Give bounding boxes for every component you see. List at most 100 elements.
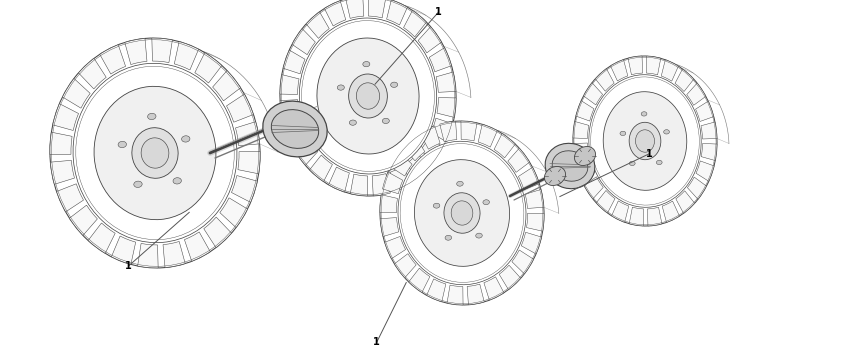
Ellipse shape: [391, 82, 398, 87]
Polygon shape: [394, 254, 416, 278]
Ellipse shape: [451, 201, 473, 225]
Polygon shape: [404, 137, 424, 161]
Ellipse shape: [349, 74, 387, 118]
Polygon shape: [573, 143, 589, 160]
Ellipse shape: [414, 160, 510, 266]
Ellipse shape: [544, 166, 566, 186]
Polygon shape: [380, 195, 398, 213]
Ellipse shape: [664, 130, 669, 134]
Polygon shape: [125, 39, 147, 65]
Ellipse shape: [589, 75, 701, 207]
Polygon shape: [427, 279, 446, 302]
Polygon shape: [483, 277, 504, 300]
Ellipse shape: [433, 203, 440, 208]
Ellipse shape: [132, 128, 178, 178]
Polygon shape: [478, 124, 497, 147]
Ellipse shape: [483, 200, 490, 205]
Polygon shape: [409, 268, 430, 292]
Ellipse shape: [134, 181, 142, 187]
Polygon shape: [429, 48, 451, 72]
Ellipse shape: [272, 110, 319, 148]
Polygon shape: [220, 198, 247, 227]
Polygon shape: [421, 137, 444, 163]
Polygon shape: [595, 69, 615, 91]
Ellipse shape: [476, 233, 483, 238]
Ellipse shape: [545, 143, 595, 189]
Polygon shape: [420, 126, 440, 149]
Polygon shape: [184, 232, 210, 261]
Polygon shape: [292, 29, 315, 55]
Polygon shape: [100, 45, 126, 74]
Polygon shape: [499, 265, 521, 290]
Ellipse shape: [317, 38, 419, 154]
Ellipse shape: [445, 235, 451, 240]
Polygon shape: [518, 167, 539, 190]
Polygon shape: [351, 174, 367, 196]
Polygon shape: [629, 207, 643, 226]
Polygon shape: [583, 83, 602, 105]
Ellipse shape: [94, 86, 216, 220]
Polygon shape: [174, 41, 199, 70]
Ellipse shape: [552, 151, 588, 181]
Polygon shape: [407, 154, 430, 180]
Ellipse shape: [620, 131, 626, 135]
Polygon shape: [527, 213, 544, 231]
Ellipse shape: [299, 18, 437, 174]
Text: 1: 1: [125, 261, 132, 271]
Polygon shape: [575, 101, 594, 121]
Ellipse shape: [338, 85, 345, 90]
Polygon shape: [404, 11, 426, 37]
Polygon shape: [78, 58, 106, 89]
Polygon shape: [695, 101, 713, 121]
Ellipse shape: [280, 0, 456, 196]
Polygon shape: [306, 12, 329, 38]
Ellipse shape: [380, 121, 544, 305]
Polygon shape: [610, 60, 628, 81]
Ellipse shape: [141, 138, 169, 168]
Polygon shape: [50, 160, 75, 184]
Polygon shape: [368, 0, 385, 18]
Polygon shape: [380, 218, 398, 237]
Ellipse shape: [444, 193, 480, 233]
Polygon shape: [232, 176, 257, 203]
Polygon shape: [647, 56, 661, 75]
Text: 1: 1: [435, 7, 442, 17]
Ellipse shape: [349, 120, 357, 125]
Polygon shape: [325, 1, 345, 26]
Polygon shape: [494, 133, 516, 158]
Polygon shape: [676, 191, 694, 213]
Polygon shape: [213, 71, 240, 101]
Polygon shape: [418, 27, 442, 53]
Ellipse shape: [357, 83, 379, 109]
Polygon shape: [280, 75, 299, 94]
Polygon shape: [661, 60, 679, 81]
Polygon shape: [596, 191, 615, 213]
Polygon shape: [50, 132, 72, 155]
Polygon shape: [584, 177, 603, 199]
Polygon shape: [648, 207, 662, 226]
Polygon shape: [111, 236, 135, 264]
Polygon shape: [62, 79, 90, 108]
Polygon shape: [383, 172, 403, 194]
Ellipse shape: [603, 92, 687, 190]
Polygon shape: [512, 250, 534, 274]
Polygon shape: [508, 148, 529, 172]
Polygon shape: [386, 0, 407, 25]
Polygon shape: [227, 94, 253, 122]
Polygon shape: [687, 177, 707, 199]
Ellipse shape: [457, 181, 464, 186]
Ellipse shape: [118, 141, 127, 148]
Polygon shape: [204, 217, 232, 248]
Polygon shape: [152, 38, 173, 62]
Ellipse shape: [573, 56, 717, 226]
Polygon shape: [69, 205, 97, 236]
Polygon shape: [285, 120, 306, 144]
Polygon shape: [573, 121, 589, 139]
Polygon shape: [138, 244, 158, 268]
Ellipse shape: [398, 141, 526, 285]
Polygon shape: [447, 285, 463, 305]
Polygon shape: [696, 161, 714, 181]
Ellipse shape: [641, 112, 647, 116]
Text: 1: 1: [373, 337, 380, 347]
Polygon shape: [280, 100, 299, 120]
